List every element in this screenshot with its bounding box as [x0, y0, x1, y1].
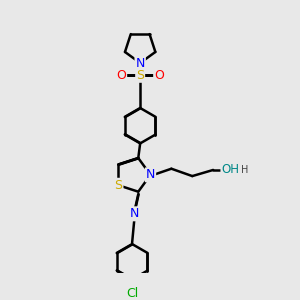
Text: S: S	[136, 69, 144, 82]
Text: O: O	[154, 69, 164, 82]
Text: O: O	[116, 69, 126, 82]
Text: H: H	[241, 165, 248, 175]
Text: Cl: Cl	[126, 287, 138, 300]
Text: OH: OH	[221, 164, 239, 176]
Text: N: N	[146, 168, 155, 182]
Text: N: N	[136, 56, 145, 70]
Text: N: N	[130, 207, 139, 220]
Text: S: S	[115, 179, 122, 192]
